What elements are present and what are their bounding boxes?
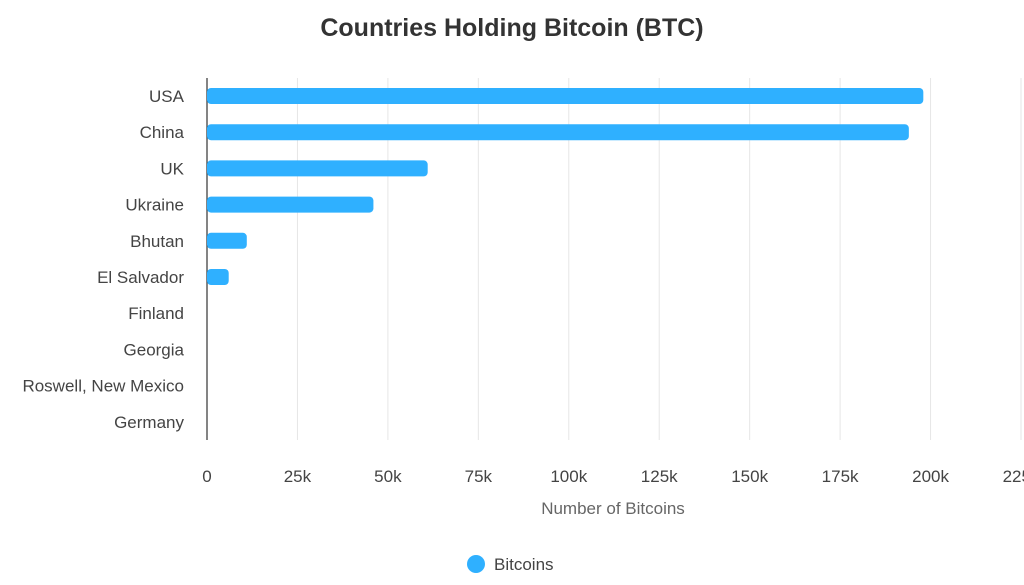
bar[interactable] (207, 124, 909, 141)
y-tick-label: China (140, 123, 185, 142)
bar[interactable] (207, 269, 229, 285)
x-tick-label: 150k (731, 467, 768, 486)
x-tick-label: 75k (465, 467, 493, 486)
bar[interactable] (207, 196, 374, 213)
bar[interactable] (207, 232, 247, 249)
y-tick-label: El Salvador (97, 268, 184, 287)
y-tick-label: USA (149, 87, 185, 106)
y-tick-label: Bhutan (130, 232, 184, 251)
x-tick-label: 175k (822, 467, 859, 486)
x-axis-title: Number of Bitcoins (541, 499, 685, 518)
x-tick-label: 200k (912, 467, 949, 486)
x-tick-label: 125k (641, 467, 678, 486)
y-tick-label: Roswell, New Mexico (22, 377, 184, 396)
y-tick-label: UK (160, 159, 184, 178)
y-tick-label: Georgia (124, 340, 185, 359)
x-tick-label: 225k (1003, 467, 1024, 486)
bar[interactable] (207, 160, 428, 177)
x-tick-label: 25k (284, 467, 312, 486)
y-tick-label: Finland (128, 304, 184, 323)
x-tick-label: 0 (202, 467, 211, 486)
legend-marker[interactable] (467, 555, 485, 573)
x-tick-label: 50k (374, 467, 402, 486)
chart-title: Countries Holding Bitcoin (BTC) (320, 14, 704, 42)
y-tick-label: Germany (114, 413, 184, 432)
x-tick-label: 100k (550, 467, 587, 486)
bar[interactable] (207, 88, 924, 104)
y-tick-label: Ukraine (125, 196, 184, 215)
legend-label[interactable]: Bitcoins (494, 555, 554, 574)
